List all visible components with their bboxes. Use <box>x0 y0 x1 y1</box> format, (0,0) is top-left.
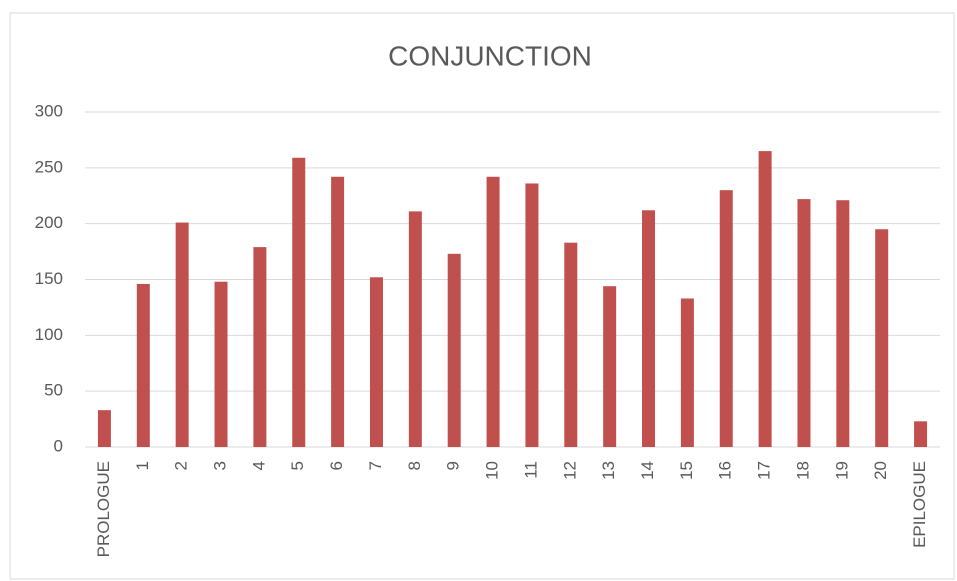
bar <box>797 199 811 447</box>
x-tick-label: 18 <box>793 461 812 480</box>
x-tick-label: 12 <box>560 461 579 480</box>
bar <box>603 286 617 447</box>
bar <box>447 253 461 447</box>
x-tick-label: 11 <box>521 461 540 479</box>
y-tick-label: 0 <box>54 436 63 455</box>
bar <box>175 222 189 447</box>
y-tick-label: 300 <box>35 101 63 120</box>
x-tick-label: 15 <box>677 461 696 480</box>
x-tick-label: 2 <box>172 461 191 470</box>
x-tick-label: 6 <box>327 461 346 470</box>
bar <box>758 151 772 448</box>
bar <box>486 176 500 447</box>
bar <box>642 210 656 447</box>
bar <box>408 211 422 447</box>
x-tick-label: 7 <box>366 461 385 470</box>
x-tick-label: 13 <box>599 461 618 480</box>
y-tick-label: 100 <box>35 325 63 344</box>
bar <box>836 200 850 447</box>
bar <box>136 283 150 447</box>
bar <box>719 190 733 447</box>
x-tick-label: 4 <box>249 461 268 470</box>
bar <box>97 410 111 447</box>
bar <box>875 229 889 447</box>
x-tick-label: 3 <box>211 461 230 470</box>
y-tick-label: 200 <box>35 213 63 232</box>
bar <box>214 281 228 447</box>
x-tick-label: 20 <box>871 461 890 480</box>
bar <box>292 157 306 448</box>
bar <box>369 277 383 447</box>
x-tick-label: 16 <box>716 461 735 480</box>
bar <box>253 247 267 447</box>
bar <box>914 421 928 447</box>
x-tick-label: 17 <box>755 461 774 480</box>
bar <box>525 183 539 447</box>
x-tick-label: 9 <box>444 461 463 470</box>
x-tick-label: PROLOGUE <box>94 461 113 557</box>
x-tick-label: 14 <box>638 461 657 480</box>
bar <box>564 242 578 447</box>
y-tick-label: 250 <box>35 157 63 176</box>
y-tick-label: 150 <box>35 269 63 288</box>
x-tick-label: 8 <box>405 461 424 470</box>
x-tick-label: EPILOGUE <box>910 461 929 548</box>
bar <box>680 298 694 447</box>
chart-frame <box>9 12 955 580</box>
x-tick-label: 1 <box>133 461 152 470</box>
x-tick-label: 5 <box>288 461 307 470</box>
x-tick-label: 19 <box>832 461 851 480</box>
y-tick-label: 50 <box>44 381 63 400</box>
x-tick-label: 10 <box>483 461 502 480</box>
bar <box>331 176 345 447</box>
chart-title: CONJUNCTION <box>388 40 592 71</box>
